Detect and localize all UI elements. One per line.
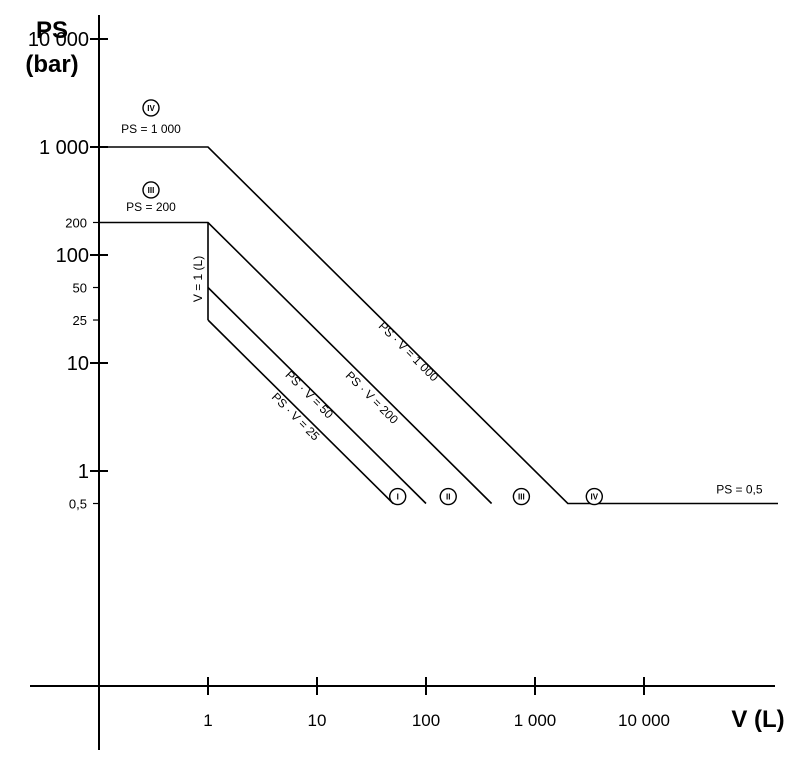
annotation-ps-v-1-000: PS · V = 1 000 <box>376 319 442 385</box>
annotation-ps-200: PS = 200 <box>126 200 176 214</box>
y-tick-label-0-5: 0,5 <box>69 497 87 512</box>
y-ticks: 10 000 1 000 200 100 50 25 10 1 0,5 <box>28 29 108 512</box>
category-label-iv-0: IV <box>147 104 155 113</box>
x-ticks: 1 10 100 1 000 10 000 <box>203 677 670 730</box>
axes <box>30 15 775 750</box>
category-label-i-2: I <box>397 493 399 502</box>
y-tick-label-1-000: 1 000 <box>39 137 89 159</box>
y-axis-title-line1: PS <box>36 17 68 44</box>
annotation-ps-1-000: PS = 1 000 <box>121 122 181 136</box>
x-tick-label-1: 1 <box>203 711 212 730</box>
limit-line-ps-v-50 <box>207 286 427 505</box>
x-tick-label-1-000: 1 000 <box>514 711 557 730</box>
category-label-iii-4: III <box>518 493 525 502</box>
category-marker-iii-1 <box>142 181 160 199</box>
y-tick-label-10: 10 <box>67 353 89 375</box>
y-tick-label-100: 100 <box>56 245 89 267</box>
category-label-iv-5: IV <box>591 493 599 502</box>
annotation-v-1-l: V = 1 (L) <box>191 256 205 302</box>
annotations: PS = 1 000 PS = 200 PS = 0,5 V = 1 (L) PS · … <box>121 122 763 496</box>
y-tick-label-50: 50 <box>73 281 87 296</box>
category-marker-ii-3 <box>439 487 457 506</box>
x-tick-label-10: 10 <box>308 711 327 730</box>
x-tick-label-10-000: 10 000 <box>618 711 670 730</box>
y-axis-title-line2: (bar) <box>25 51 78 78</box>
category-label-ii-3: II <box>446 493 450 502</box>
category-limit-lines <box>99 146 778 505</box>
limit-line-ps-v-200 <box>99 221 493 505</box>
y-tick-label-1: 1 <box>78 461 89 483</box>
annotation-ps-0-5: PS = 0,5 <box>716 482 763 496</box>
y-tick-label-25: 25 <box>73 313 87 328</box>
limit-line-ps-v-25 <box>207 319 394 505</box>
category-label-iii-1: III <box>148 186 155 195</box>
x-tick-label-100: 100 <box>412 711 440 730</box>
y-tick-label-10-000: 10 000 <box>28 29 89 51</box>
category-marker-iv-0 <box>142 99 160 117</box>
x-axis-title: V (L) <box>731 706 784 733</box>
y-tick-label-200: 200 <box>65 215 87 230</box>
category-marker-iv-5 <box>585 487 604 506</box>
annotation-ps-v-200: PS · V = 200 <box>343 369 401 427</box>
category-marker-i-2 <box>388 487 407 506</box>
limit-line-ps-v-1-000 <box>99 146 778 505</box>
category-marker-iii-4 <box>512 487 531 506</box>
